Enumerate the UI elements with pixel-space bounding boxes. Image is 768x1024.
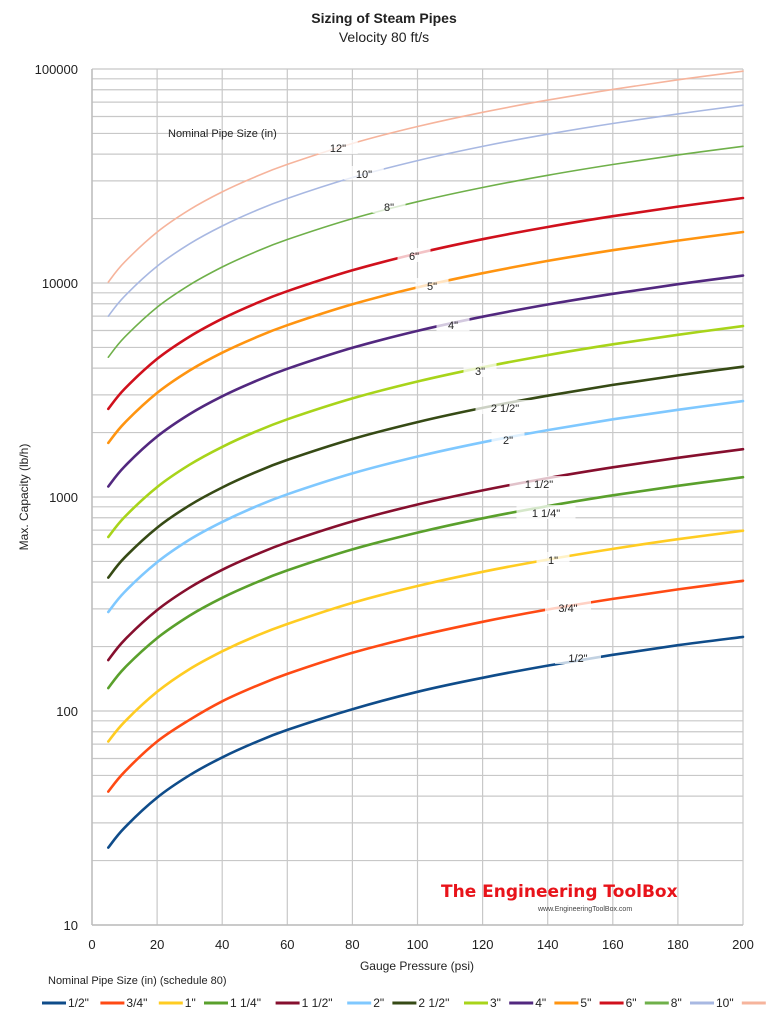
series-line — [107, 104, 744, 317]
series-line — [107, 475, 745, 690]
legend-item: 3/4" — [126, 996, 147, 1010]
curve-labels: 1/2" 3/4" 1" 1 1/4" 1 1/2" 2" 2 1/2" 3" 4" 5" 6" 8"… — [318, 140, 601, 665]
x-tick-label: 100 — [407, 937, 429, 952]
curve-label-bg — [436, 317, 470, 331]
watermark-brand: The Engineering ToolBox — [441, 882, 678, 902]
curve-label-bg — [509, 476, 569, 490]
legend-item: 1 1/4" — [230, 996, 261, 1010]
series-line — [107, 274, 745, 488]
curve-label: 3" — [475, 366, 485, 378]
x-tick-label: 20 — [150, 937, 164, 952]
series-line — [107, 230, 745, 445]
curve-label: 12" — [330, 143, 346, 155]
x-tick-label: 80 — [345, 937, 359, 952]
x-tick-label: 40 — [215, 937, 229, 952]
curve-label: 1 1/2" — [525, 479, 553, 491]
y-axis-title: Max. Capacity (lb/h) — [17, 444, 31, 551]
y-tick-label: 100 — [56, 704, 78, 719]
curve-label: 1/2" — [568, 653, 587, 665]
curve-label: 8" — [384, 202, 394, 214]
series-line — [107, 145, 744, 358]
y-tick-label: 10000 — [42, 276, 78, 291]
chart-subtitle: Velocity 80 ft/s — [338, 29, 430, 45]
curve-label: 5" — [427, 281, 437, 293]
curve-label-bg — [545, 600, 591, 614]
curve-label-bg — [555, 650, 601, 664]
curve-label: 1 1/4" — [532, 508, 560, 520]
x-tick-label: 160 — [602, 937, 624, 952]
legend-title: Nominal Pipe Size (in) (schedule 80) — [48, 975, 227, 987]
legend-item: 3" — [490, 996, 501, 1010]
curve-label-bg — [344, 166, 384, 180]
y-tick-label: 10 — [64, 918, 78, 933]
curve-label-bg — [475, 400, 535, 414]
curve-label: 2 1/2" — [491, 403, 519, 415]
curve-label-bg — [491, 432, 525, 446]
legend-item: 5" — [580, 996, 591, 1010]
legend-item: 10" — [716, 996, 734, 1010]
curve-label-bg — [397, 248, 431, 262]
legend: 1/2" 3/4" 1" 1 1/4" 1 1/2" 2" 2 1/2" 3" 4" 5" 6" 8"… — [42, 996, 768, 1010]
series-line — [107, 529, 745, 743]
legend-item: 1 1/2" — [302, 996, 333, 1010]
legend-item: 1/2" — [68, 996, 89, 1010]
legend-item: 2 1/2" — [418, 996, 449, 1010]
series-lines — [107, 70, 745, 849]
series-line — [107, 579, 745, 793]
annotation-nominal-pipe-size: Nominal Pipe Size (in) — [168, 128, 277, 140]
series-line — [107, 635, 745, 849]
curve-label-bg — [516, 505, 576, 519]
legend-item: 8" — [671, 996, 682, 1010]
x-tick-label: 140 — [537, 937, 559, 952]
y-tick-label: 100000 — [35, 62, 78, 77]
series-line — [107, 399, 745, 614]
curve-label: 10" — [356, 169, 372, 181]
y-tick-label: 1000 — [49, 490, 78, 505]
curve-label-bg — [463, 363, 497, 377]
series-line — [107, 324, 745, 539]
legend-item: 1" — [185, 996, 196, 1010]
watermark-url: www.EngineeringToolBox.com — [537, 906, 632, 913]
axes: 10 100 1000 10000 100000 0 20 40 60 80 100 120 140 16… — [35, 62, 754, 952]
series-line — [107, 365, 745, 579]
grid-lines — [91, 68, 744, 926]
x-axis-title: Gauge Pressure (psi) — [360, 959, 474, 973]
x-tick-label: 180 — [667, 937, 689, 952]
curve-label-bg — [536, 552, 570, 566]
series-line — [107, 196, 745, 411]
chart-title: Sizing of Steam Pipes — [311, 10, 457, 26]
legend-item: 6" — [626, 996, 637, 1010]
curve-label-bg — [372, 199, 406, 213]
curve-label: 3/4" — [558, 603, 577, 615]
series-line — [107, 447, 745, 662]
curve-label-bg — [318, 140, 358, 154]
legend-item: 4" — [535, 996, 546, 1010]
x-tick-label: 200 — [732, 937, 754, 952]
x-tick-label: 120 — [472, 937, 494, 952]
curve-label: 2" — [503, 435, 513, 447]
legend-item: 2" — [373, 996, 384, 1010]
curve-label: 1" — [548, 555, 558, 567]
x-tick-label: 60 — [280, 937, 294, 952]
x-tick-label: 0 — [88, 937, 95, 952]
watermark: The Engineering ToolBox www.EngineeringT… — [441, 882, 678, 913]
curve-label: 6" — [409, 251, 419, 263]
curve-label: 4" — [448, 320, 458, 332]
curve-label-bg — [415, 278, 449, 292]
